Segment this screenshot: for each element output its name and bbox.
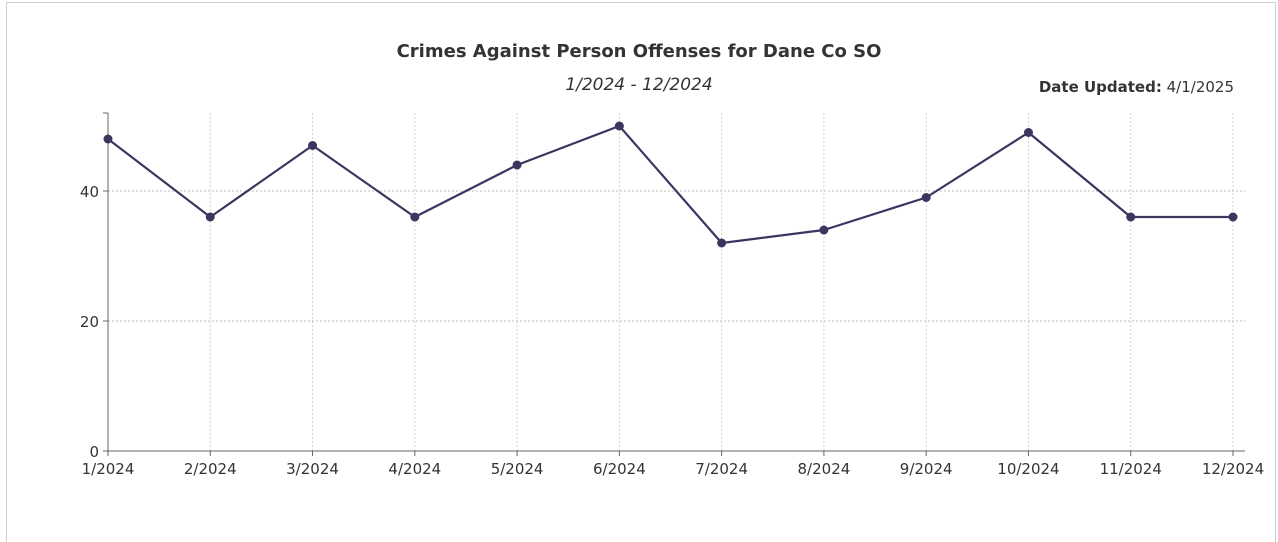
data-point [512, 160, 522, 170]
x-tick-label: 6/2024 [593, 460, 646, 478]
data-point [717, 238, 727, 248]
data-point [410, 212, 420, 222]
chart-title: Crimes Against Person Offenses for Dane … [396, 41, 882, 62]
date-updated-label: Date Updated: [1038, 78, 1162, 96]
x-tick-label: 11/2024 [1100, 460, 1162, 478]
chart-frame [6, 2, 1276, 542]
data-point [103, 134, 113, 144]
data-point [1228, 212, 1238, 222]
x-tick-label: 3/2024 [286, 460, 339, 478]
x-tick-label: 8/2024 [798, 460, 851, 478]
x-tick-label: 5/2024 [491, 460, 544, 478]
x-tick-label: 1/2024 [82, 460, 135, 478]
data-point [1126, 212, 1136, 222]
date-updated-value: 4/1/2025 [1166, 78, 1234, 96]
x-tick-label: 4/2024 [388, 460, 441, 478]
data-point [614, 121, 624, 131]
data-point [308, 141, 318, 150]
y-tick-label: 20 [80, 313, 99, 331]
x-tick-label: 7/2024 [695, 460, 748, 478]
x-tick-label: 10/2024 [997, 460, 1059, 478]
data-point [1023, 128, 1033, 137]
chart-subtitle: 1/2024 - 12/2024 [565, 75, 713, 95]
y-tick-label: 40 [80, 183, 99, 201]
x-tick-label: 2/2024 [184, 460, 237, 478]
date-updated: Date Updated: 4/1/2025 [1039, 78, 1234, 96]
x-tick-label: 12/2024 [1202, 460, 1264, 478]
data-point [819, 225, 829, 235]
y-tick-label: 0 [89, 443, 99, 461]
data-point [205, 212, 215, 222]
x-tick-label: 9/2024 [900, 460, 953, 478]
series-line [107, 124, 1233, 245]
data-point [921, 193, 931, 202]
